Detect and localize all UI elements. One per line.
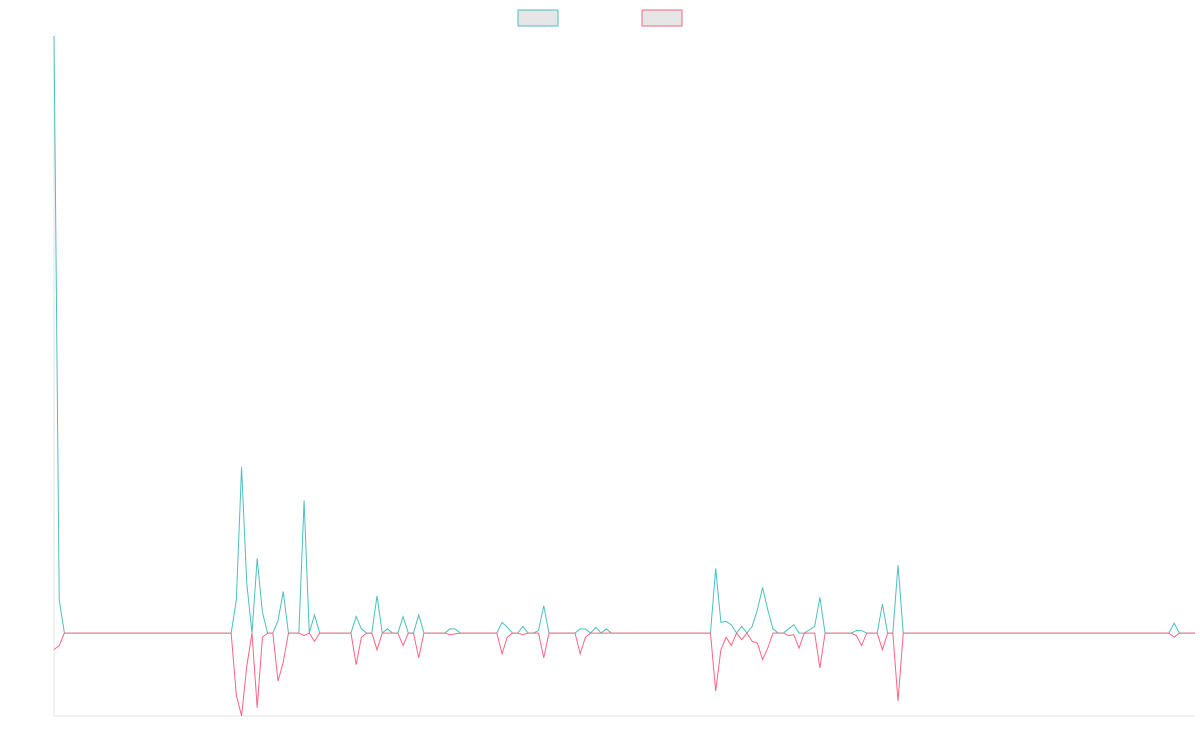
series-line-1: [53, 35, 1195, 635]
legend-item-1[interactable]: [517, 9, 559, 27]
axes: [53, 36, 1195, 717]
legend-swatch-1[interactable]: [517, 9, 559, 27]
legend-swatch-2[interactable]: [641, 9, 683, 27]
series-line-2: [53, 632, 1195, 717]
legend-item-2[interactable]: [641, 9, 683, 27]
plot-area: [53, 35, 1195, 717]
legend: [517, 9, 683, 27]
